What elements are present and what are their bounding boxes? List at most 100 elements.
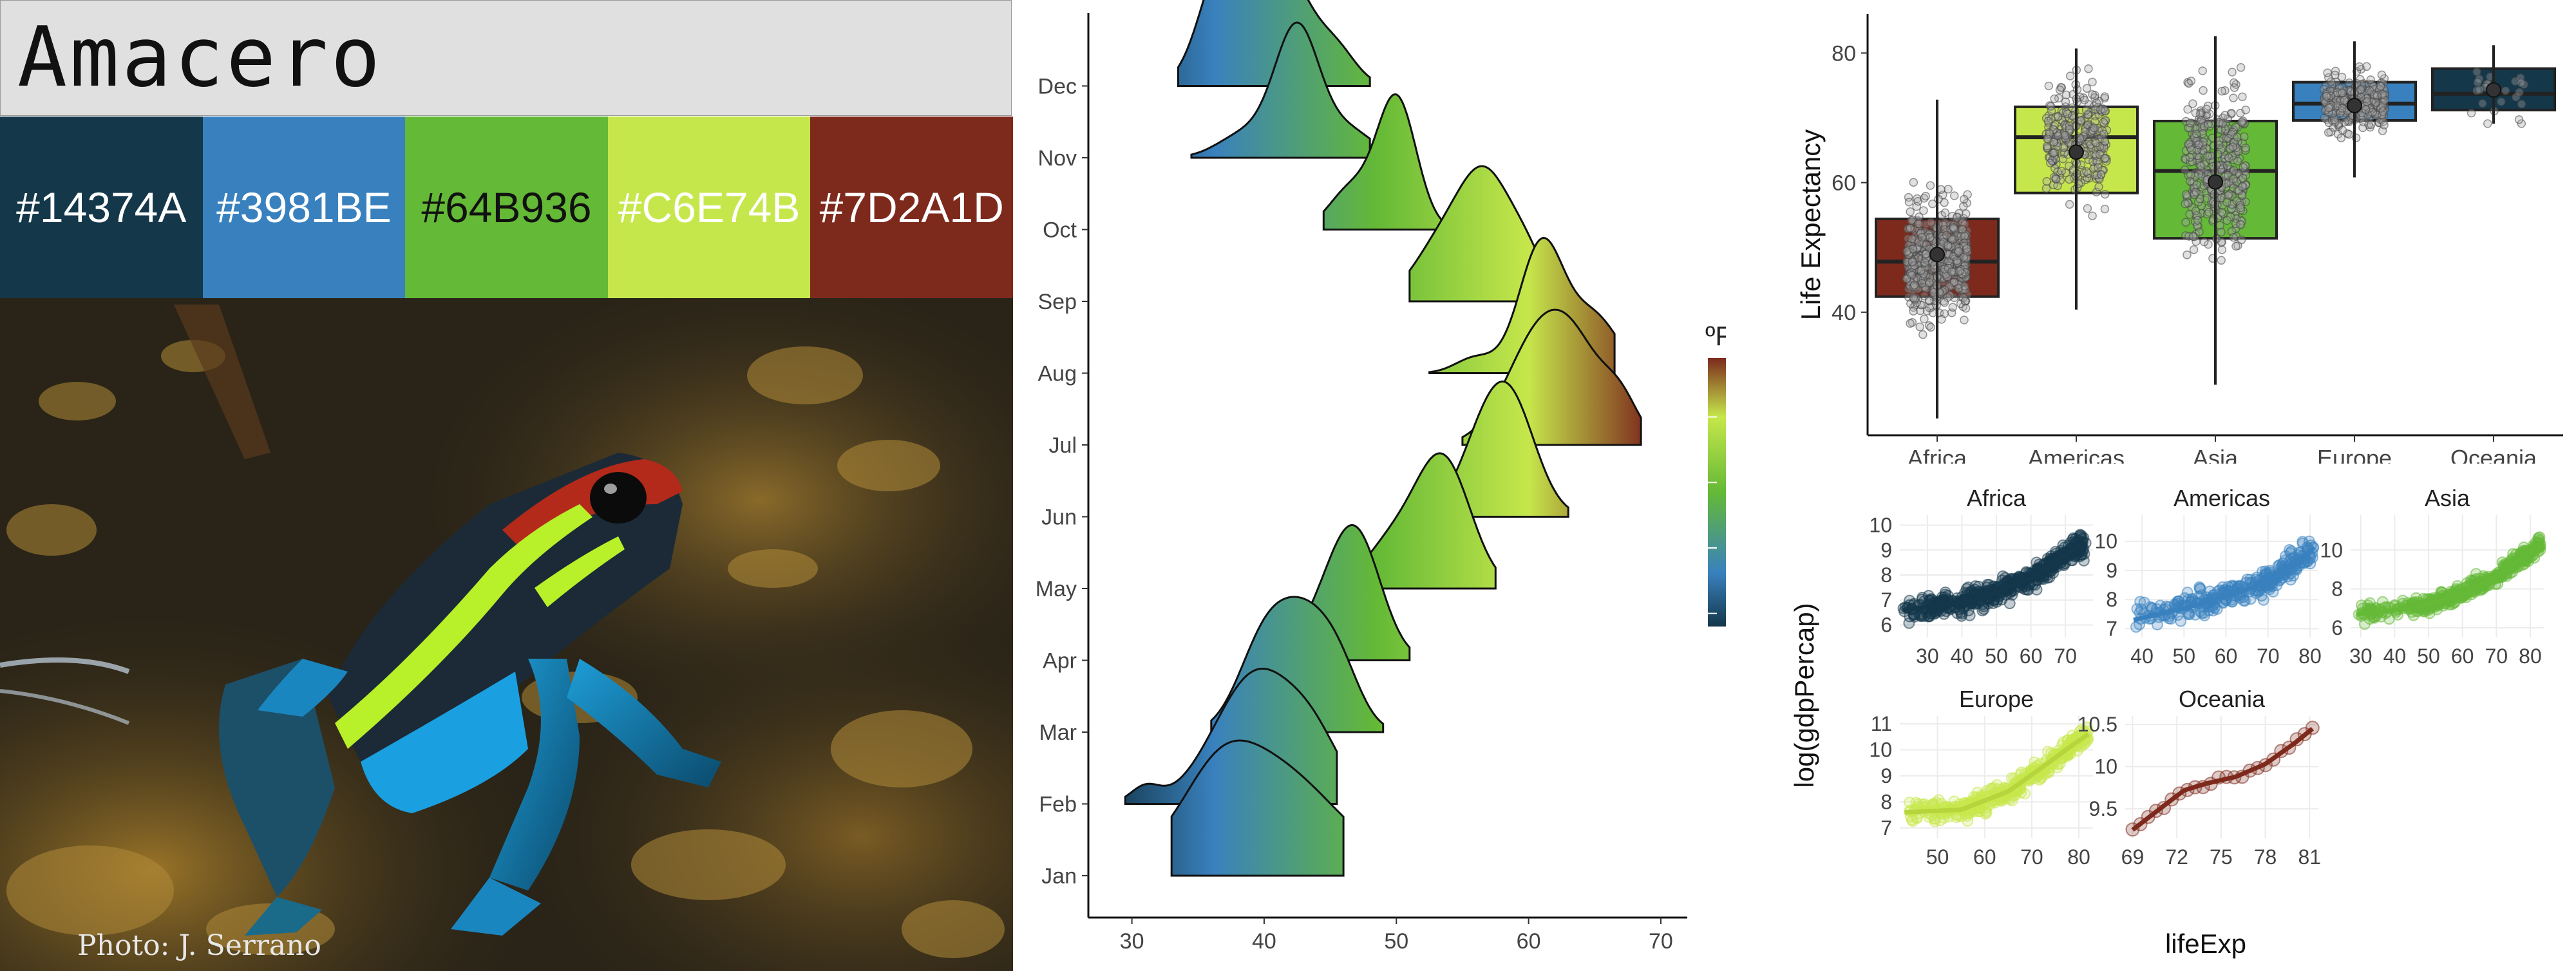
scatter-point xyxy=(2193,583,2206,595)
x-tick-label: 70 xyxy=(1649,929,1673,954)
jitter-point xyxy=(1913,219,1923,229)
jitter-point xyxy=(2237,117,2246,127)
swatch-hex-label: #7D2A1D xyxy=(819,184,1004,231)
jitter-point xyxy=(2045,129,2054,138)
jitter-point xyxy=(2378,107,2388,116)
jitter-point xyxy=(2377,70,2387,80)
y-axis-title: Life Expectancy xyxy=(1795,129,1826,321)
jitter-point xyxy=(1955,267,1964,276)
palette-title-bar: Amacero xyxy=(0,0,1012,116)
jitter-point xyxy=(2376,82,2385,91)
y-tick-label: 9.5 xyxy=(2089,797,2117,820)
jitter-point xyxy=(1924,296,1934,305)
x-tick-label: Africa xyxy=(1908,445,1967,464)
jitter-point xyxy=(2338,104,2347,113)
scatter-point xyxy=(1982,598,1994,610)
jitter-point xyxy=(2472,67,2481,77)
jitter-point xyxy=(1949,191,1959,200)
y-tick-label: May xyxy=(1036,577,1077,601)
jitter-point xyxy=(2180,165,2190,174)
y-tick-label: 10.5 xyxy=(2078,713,2117,736)
jitter-point xyxy=(1907,216,1916,225)
jitter-point xyxy=(1908,234,1917,243)
jitter-point xyxy=(2241,105,2250,115)
y-tick-label: 6 xyxy=(1880,614,1892,637)
jitter-point xyxy=(2186,170,2195,180)
jitter-point xyxy=(2088,211,2097,220)
scatter-point xyxy=(2423,607,2436,619)
jitter-point xyxy=(2217,256,2226,265)
x-tick-label: 60 xyxy=(1517,929,1541,954)
x-tick-label: 75 xyxy=(2210,845,2233,869)
jitter-point xyxy=(2051,174,2061,184)
jitter-point xyxy=(2184,124,2193,133)
x-tick-label: 70 xyxy=(2020,845,2043,869)
mean-point xyxy=(2347,97,2362,113)
jitter-point xyxy=(2337,72,2347,82)
jitter-point xyxy=(2478,99,2487,108)
y-tick-label: 10 xyxy=(2320,538,2343,561)
jitter-point xyxy=(2199,138,2208,147)
scatter-point xyxy=(2042,766,2054,778)
jitter-point xyxy=(2057,166,2066,176)
jitter-point xyxy=(2084,64,2093,73)
jitter-point xyxy=(2217,208,2226,217)
jitter-point xyxy=(1945,282,1954,292)
x-tick-label: Americas xyxy=(2028,445,2125,464)
ridge-sep xyxy=(1408,165,1549,303)
jitter-point xyxy=(2228,68,2237,77)
jitter-point xyxy=(2181,218,2190,227)
y-tick-label: 8 xyxy=(2331,578,2343,601)
facet-panel-oceania: Oceania 69 72 75 78 81 9.5 10 10.5 xyxy=(2078,686,2321,869)
scatter-point xyxy=(2189,608,2201,621)
x-tick-label: 50 xyxy=(1384,929,1408,954)
x-tick-label: 80 xyxy=(2519,645,2542,668)
ridge-jun xyxy=(1448,381,1569,518)
x-tick-label: 78 xyxy=(2254,845,2277,869)
facet-title: Americas xyxy=(2174,485,2270,511)
jitter-point xyxy=(2099,118,2108,127)
scatter-point xyxy=(2078,554,2090,567)
jitter-point xyxy=(2195,227,2204,236)
jitter-point xyxy=(2237,235,2246,245)
scatter-point xyxy=(2277,557,2289,569)
jitter-point xyxy=(1928,308,1938,317)
scatter-point xyxy=(1968,791,1980,803)
jitter-point xyxy=(2185,176,2195,186)
jitter-point xyxy=(1904,198,1914,207)
x-tick-label: Oceania xyxy=(2450,445,2537,464)
facet-title: Europe xyxy=(1959,686,2034,712)
jitter-point xyxy=(2322,91,2331,101)
jitter-point xyxy=(2336,108,2345,117)
jitter-point xyxy=(1902,274,1911,283)
y-tick-label: 9 xyxy=(1880,538,1892,561)
y-tick-label: 9 xyxy=(1880,764,1892,787)
jitter-point xyxy=(2229,232,2238,242)
scatter-point xyxy=(1927,798,1939,810)
jitter-point xyxy=(2365,86,2374,95)
jitter-point xyxy=(2354,62,2364,71)
jitter-point xyxy=(2192,187,2201,197)
jitter-point xyxy=(2483,119,2492,128)
jitter-point xyxy=(2060,131,2070,140)
jitter-point xyxy=(1926,218,1936,227)
x-tick-label: 60 xyxy=(2020,645,2043,668)
color-swatch: #7D2A1D xyxy=(810,117,1013,298)
jitter-point xyxy=(2092,187,2101,197)
jitter-point xyxy=(2231,241,2240,251)
swatch-hex-label: #14374A xyxy=(16,184,187,231)
jitter-point xyxy=(1919,206,1928,215)
jitter-point xyxy=(2334,83,2344,93)
x-tick-label: 70 xyxy=(2485,645,2508,668)
jitter-point xyxy=(1909,293,1918,303)
jitter-point xyxy=(2217,227,2226,237)
jitter-point xyxy=(1926,323,1935,332)
scatter-point xyxy=(2179,592,2191,604)
jitter-point xyxy=(2237,182,2247,191)
x-axis-title: lifeExp xyxy=(2165,929,2246,959)
x-tick-label: 70 xyxy=(2257,645,2280,668)
jitter-point xyxy=(2054,131,2063,140)
jitter-point xyxy=(1961,304,1971,313)
jitter-point xyxy=(2090,123,2099,133)
jitter-point xyxy=(2183,105,2192,114)
